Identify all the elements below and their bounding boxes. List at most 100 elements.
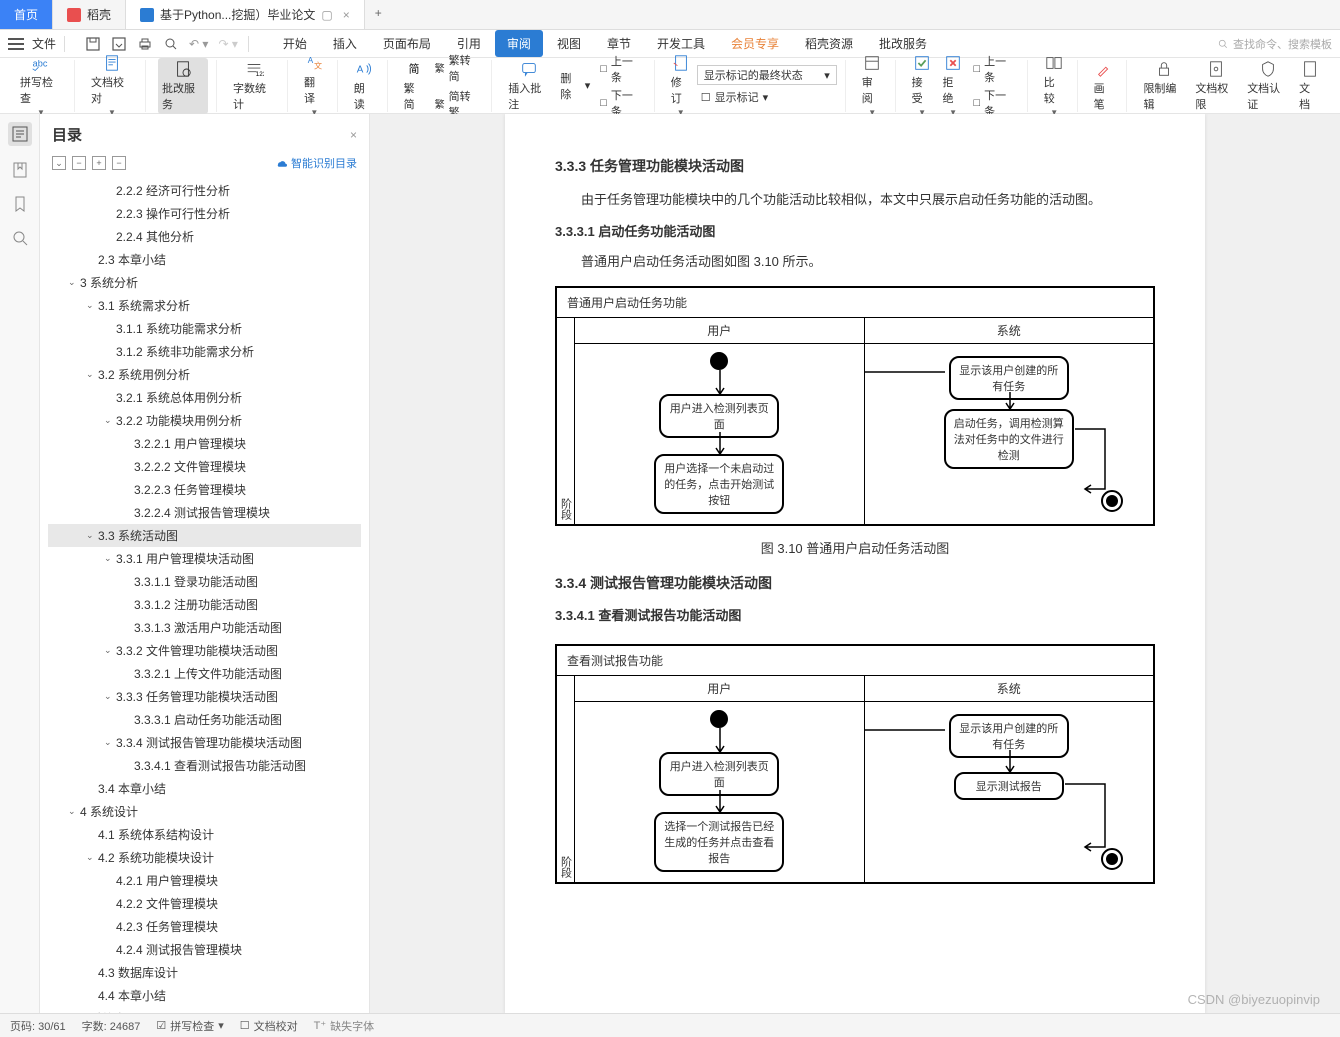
doc-permission-button[interactable]: 文档权限 [1191, 58, 1241, 114]
toc-item[interactable]: 3.2.1 系统总体用例分析 [48, 386, 361, 409]
status-missing-font[interactable]: T⁺ 缺失字体 [314, 1018, 375, 1034]
status-words[interactable]: 字数: 24687 [82, 1018, 141, 1034]
show-markup[interactable]: ☐ 显示标记 ▾ [697, 88, 837, 106]
prev-comment[interactable]: □ 上一条 [596, 52, 645, 86]
toc-item[interactable]: 3.3.1.3 激活用户功能活动图 [48, 616, 361, 639]
status-spell[interactable]: ☑ 拼写检查 ▾ [156, 1018, 223, 1034]
chevron-icon[interactable]: ⌄ [86, 530, 98, 541]
chevron-icon[interactable]: ⌄ [104, 737, 116, 748]
print-preview-icon[interactable] [163, 36, 179, 52]
prev-change[interactable]: □ 上一条 [970, 52, 1019, 86]
toc-item[interactable]: ⌄3.2 系统用例分析 [48, 363, 361, 386]
bookmark-icon[interactable] [10, 194, 30, 214]
smart-toc-button[interactable]: 智能识别目录 [275, 155, 357, 171]
toc-item[interactable]: 3.3.1.1 登录功能活动图 [48, 570, 361, 593]
menu-tab-5[interactable]: 视图 [545, 30, 593, 57]
toc-close-icon[interactable]: × [350, 128, 357, 142]
toc-item[interactable]: ⌄3.3.1 用户管理模块活动图 [48, 547, 361, 570]
trad-simp-button[interactable]: 简繁简 [400, 58, 429, 114]
toc-item[interactable]: 3.3.4.1 查看测试报告功能活动图 [48, 754, 361, 777]
search-box[interactable]: 查找命令、搜索模板 [1217, 36, 1332, 52]
chevron-icon[interactable]: ⌄ [86, 852, 98, 863]
toc-item[interactable]: ⌄3.3 系统活动图 [48, 524, 361, 547]
status-proof[interactable]: ☐ 文档校对 [240, 1018, 298, 1034]
chevron-icon[interactable]: ⌄ [104, 645, 116, 656]
undo-button[interactable]: ↶ ▾ [189, 37, 208, 51]
toc-item[interactable]: 2.2.2 经济可行性分析 [48, 179, 361, 202]
toc-item[interactable]: 3.2.2.1 用户管理模块 [48, 432, 361, 455]
hamburger-icon[interactable] [8, 38, 24, 50]
tab-home[interactable]: 首页 [0, 0, 53, 29]
review-service-button[interactable]: 批改服务 [158, 58, 208, 114]
toc-item[interactable]: 3.4 本章小结 [48, 777, 361, 800]
ink-button[interactable]: 画笔 [1090, 58, 1119, 114]
toc-remove-icon[interactable]: − [112, 156, 126, 170]
toc-item[interactable]: 4.3 数据库设计 [48, 961, 361, 984]
toc-item[interactable]: ⌄3 系统分析 [48, 271, 361, 294]
restrict-edit-button[interactable]: 限制编辑 [1139, 58, 1189, 114]
status-page[interactable]: 页码: 30/61 [10, 1018, 66, 1034]
insert-comment-button[interactable]: 插入批注 [504, 58, 554, 114]
doc-security-button[interactable]: 文档 [1295, 58, 1324, 114]
toc-item[interactable]: ⌄3.3.2 文件管理功能模块活动图 [48, 639, 361, 662]
menu-tab-9[interactable]: 稻壳资源 [793, 30, 865, 57]
toc-collapse-icon[interactable]: ⌄ [52, 156, 66, 170]
tab-window-icon[interactable]: ▢ [321, 8, 332, 22]
chevron-icon[interactable]: ⌄ [68, 277, 80, 288]
toc-item[interactable]: 3.3.3.1 启动任务功能活动图 [48, 708, 361, 731]
doc-auth-button[interactable]: 文档认证 [1243, 58, 1293, 114]
toc-item[interactable]: 2.2.3 操作可行性分析 [48, 202, 361, 225]
toc-item[interactable]: ⌄4 系统设计 [48, 800, 361, 823]
read-aloud-button[interactable]: A朗读 [350, 58, 379, 114]
chevron-icon[interactable]: ⌄ [68, 806, 80, 817]
toc-item[interactable]: ⌄3.1 系统需求分析 [48, 294, 361, 317]
toc-item[interactable]: ⌄4.2 系统功能模块设计 [48, 846, 361, 869]
toc-item[interactable]: 2.3 本章小结 [48, 248, 361, 271]
track-changes-button[interactable]: 修订▼ [667, 52, 695, 119]
toc-item[interactable]: 3.1.1 系统功能需求分析 [48, 317, 361, 340]
spell-check-button[interactable]: abc拼写检查▼ [16, 52, 66, 119]
accept-button[interactable]: 接受▼ [908, 52, 937, 119]
toc-item[interactable]: 4.2.2 文件管理模块 [48, 892, 361, 915]
close-icon[interactable]: × [343, 8, 350, 22]
print-icon[interactable] [137, 36, 153, 52]
trad-to-simp[interactable]: 繁繁转简 [431, 51, 484, 85]
toc-item[interactable]: 4.2.3 任务管理模块 [48, 915, 361, 938]
menu-tab-8[interactable]: 会员专享 [719, 30, 791, 57]
doc-proof-button[interactable]: 文档校对▼ [87, 52, 137, 119]
toc-item[interactable]: ⌄3.3.3 任务管理功能模块活动图 [48, 685, 361, 708]
save-as-icon[interactable] [111, 36, 127, 52]
save-icon[interactable] [85, 36, 101, 52]
toc-item[interactable]: 4.4 本章小结 [48, 984, 361, 1007]
delete-comment[interactable]: 删除▾ [556, 69, 594, 103]
tab-document[interactable]: 基于Python...挖掘）毕业论文 ▢ × [126, 0, 365, 29]
chevron-icon[interactable]: ⌄ [86, 369, 98, 380]
find-icon[interactable] [10, 228, 30, 248]
toc-icon[interactable] [8, 122, 32, 146]
markup-display-select[interactable]: 显示标记的最终状态▾ [697, 65, 837, 85]
toc-expand-icon[interactable]: − [72, 156, 86, 170]
file-menu[interactable]: 文件 [32, 35, 56, 52]
toc-item[interactable]: 3.2.2.2 文件管理模块 [48, 455, 361, 478]
toc-item[interactable]: 3.2.2.3 任务管理模块 [48, 478, 361, 501]
tab-daoke[interactable]: 稻壳 [53, 0, 126, 29]
translate-button[interactable]: A文翻译▼ [300, 52, 329, 119]
toc-item[interactable]: 3.3.1.2 注册功能活动图 [48, 593, 361, 616]
compare-button[interactable]: 比较▼ [1040, 52, 1069, 119]
new-tab-button[interactable]: + [365, 0, 392, 29]
toc-item[interactable]: ⌄3.2.2 功能模块用例分析 [48, 409, 361, 432]
toc-item[interactable]: 3.3.2.1 上传文件功能活动图 [48, 662, 361, 685]
redo-button[interactable]: ↷ ▾ [218, 37, 237, 51]
bookmark-tab-icon[interactable] [10, 160, 30, 180]
toc-item[interactable]: 2.2.4 其他分析 [48, 225, 361, 248]
menu-tab-4[interactable]: 审阅 [495, 30, 543, 57]
chevron-icon[interactable]: ⌄ [104, 691, 116, 702]
toc-add-icon[interactable]: + [92, 156, 106, 170]
word-count-button[interactable]: 123字数统计 [229, 58, 279, 114]
toc-item[interactable]: 3.1.2 系统非功能需求分析 [48, 340, 361, 363]
chevron-icon[interactable]: ⌄ [104, 553, 116, 564]
chevron-icon[interactable]: ⌄ [104, 415, 116, 426]
document-area[interactable]: 3.3.3 任务管理功能模块活动图 由于任务管理功能模块中的几个功能活动比较相似… [370, 114, 1340, 1013]
toc-item[interactable]: 4.2.4 测试报告管理模块 [48, 938, 361, 961]
chevron-icon[interactable]: ⌄ [86, 300, 98, 311]
